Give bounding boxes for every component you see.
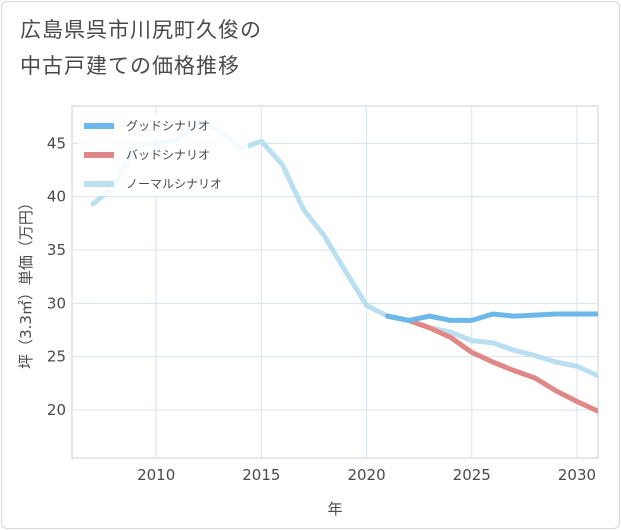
y-tick-label: 25 bbox=[47, 348, 66, 366]
plot-area bbox=[71, 105, 599, 459]
x-tick-label: 2025 bbox=[453, 466, 491, 484]
y-tick-label: 35 bbox=[47, 241, 66, 259]
y-axis-label: 坪（3.3㎡）単価（万円） bbox=[17, 195, 35, 369]
y-tick-label: 45 bbox=[47, 134, 66, 152]
y-tick-label: 40 bbox=[47, 188, 66, 206]
title-line-2: 中古戸建ての価格推移 bbox=[20, 54, 240, 78]
chart-title: 広島県呉市川尻町久俊の 中古戸建ての価格推移 bbox=[20, 12, 262, 84]
x-tick-label: 2020 bbox=[347, 466, 385, 484]
series-line-good bbox=[385, 311, 598, 323]
title-line-1: 広島県呉市川尻町久俊の bbox=[20, 18, 262, 42]
y-tick-label: 20 bbox=[47, 401, 66, 419]
x-tick-label: 2030 bbox=[558, 466, 596, 484]
legend-label-bad: バッドシナリオ bbox=[126, 148, 210, 162]
series-line-bad bbox=[385, 313, 598, 414]
y-tick-label: 30 bbox=[47, 294, 66, 312]
legend-label-normal: ノーマルシナリオ bbox=[126, 177, 222, 191]
x-tick-label: 2015 bbox=[242, 466, 280, 484]
x-tick-label: 2010 bbox=[137, 466, 175, 484]
x-axis-label: 年 bbox=[327, 500, 342, 518]
legend-label-good: グッドシナリオ bbox=[126, 119, 210, 133]
